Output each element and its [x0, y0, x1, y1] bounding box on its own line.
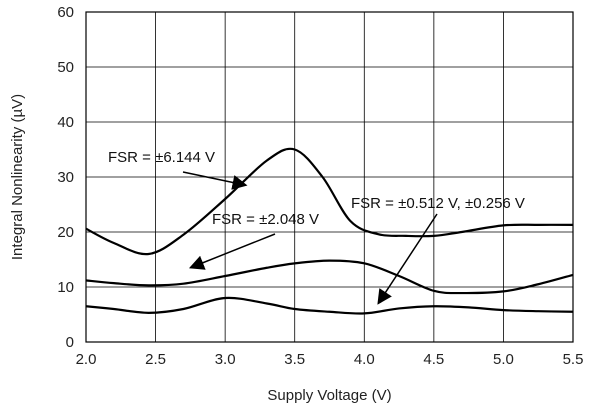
series-lines	[85, 147, 574, 315]
x-tick-label: 2.5	[145, 351, 166, 368]
y-tick-label: 50	[57, 59, 74, 76]
annotation: FSR = ±2.048 V	[188, 211, 319, 270]
y-tick-label: 20	[57, 224, 74, 241]
x-tick-label: 4.5	[423, 351, 444, 368]
x-tick-label: 4.0	[354, 351, 375, 368]
series-line-fsr-2048v	[85, 259, 574, 295]
annotations: FSR = ±6.144 V FSR = ±2.048 V FSR = ±0.512…	[108, 149, 525, 305]
plot-frame	[85, 11, 574, 343]
annotation-label: FSR = ±2.048 V	[212, 211, 319, 228]
annotation-label: FSR = ±6.144 V	[108, 149, 215, 166]
y-tick-label: 10	[57, 279, 74, 296]
annotation-arrow	[188, 233, 276, 270]
annotation: FSR = ±6.144 V	[108, 149, 248, 190]
annotation-arrow	[182, 171, 248, 190]
x-tick-label: 2.0	[76, 351, 97, 368]
x-axis-title: Supply Voltage (V)	[267, 387, 391, 404]
annotation-label: FSR = ±0.512 V, ±0.256 V	[351, 195, 525, 212]
x-tick-label: 3.5	[284, 351, 305, 368]
y-tick-label: 40	[57, 114, 74, 131]
tick-labels: 2.0 2.5 3.0 3.5 4.0 4.5 5.0 5.5 0 10 20 30 40 50 60	[57, 4, 583, 368]
x-tick-label: 3.0	[215, 351, 236, 368]
x-tick-label: 5.5	[563, 351, 584, 368]
annotation-arrow	[377, 213, 438, 305]
grid	[85, 11, 574, 343]
y-tick-label: 30	[57, 169, 74, 186]
y-tick-label: 60	[57, 4, 74, 21]
y-axis-title: Integral Nonlinearity (µV)	[9, 94, 26, 260]
annotation: FSR = ±0.512 V, ±0.256 V	[351, 195, 525, 305]
series-line-fsr-0512v-0256v	[85, 296, 574, 315]
x-tick-label: 5.0	[493, 351, 514, 368]
series-line-fsr-6144v	[85, 147, 574, 256]
y-tick-label: 0	[66, 334, 74, 351]
